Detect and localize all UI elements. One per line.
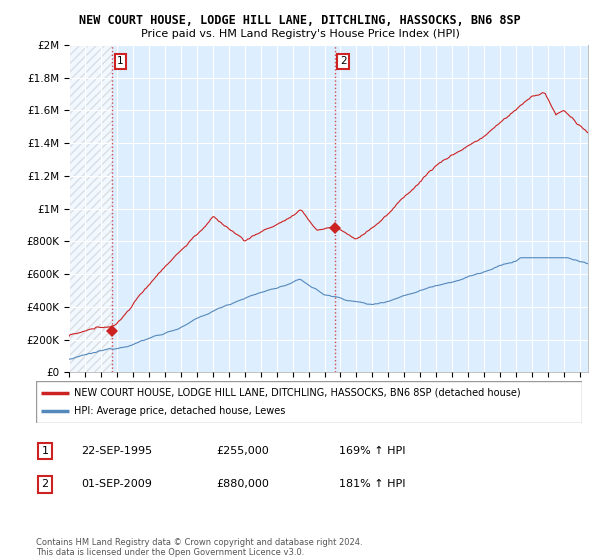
- Text: £255,000: £255,000: [216, 446, 269, 456]
- Text: 01-SEP-2009: 01-SEP-2009: [81, 479, 152, 489]
- Text: 1: 1: [41, 446, 49, 456]
- Text: Contains HM Land Registry data © Crown copyright and database right 2024.
This d: Contains HM Land Registry data © Crown c…: [36, 538, 362, 557]
- FancyBboxPatch shape: [36, 381, 582, 423]
- Text: 169% ↑ HPI: 169% ↑ HPI: [339, 446, 406, 456]
- Text: Price paid vs. HM Land Registry's House Price Index (HPI): Price paid vs. HM Land Registry's House …: [140, 29, 460, 39]
- Text: 2: 2: [340, 56, 347, 66]
- Bar: [69, 45, 112, 372]
- Text: 181% ↑ HPI: 181% ↑ HPI: [339, 479, 406, 489]
- Text: 22-SEP-1995: 22-SEP-1995: [81, 446, 152, 456]
- Text: 2: 2: [41, 479, 49, 489]
- Text: NEW COURT HOUSE, LODGE HILL LANE, DITCHLING, HASSOCKS, BN6 8SP (detached house): NEW COURT HOUSE, LODGE HILL LANE, DITCHL…: [74, 388, 521, 398]
- Text: £880,000: £880,000: [216, 479, 269, 489]
- Text: NEW COURT HOUSE, LODGE HILL LANE, DITCHLING, HASSOCKS, BN6 8SP: NEW COURT HOUSE, LODGE HILL LANE, DITCHL…: [79, 14, 521, 27]
- Text: HPI: Average price, detached house, Lewes: HPI: Average price, detached house, Lewe…: [74, 406, 286, 416]
- Text: 1: 1: [117, 56, 124, 66]
